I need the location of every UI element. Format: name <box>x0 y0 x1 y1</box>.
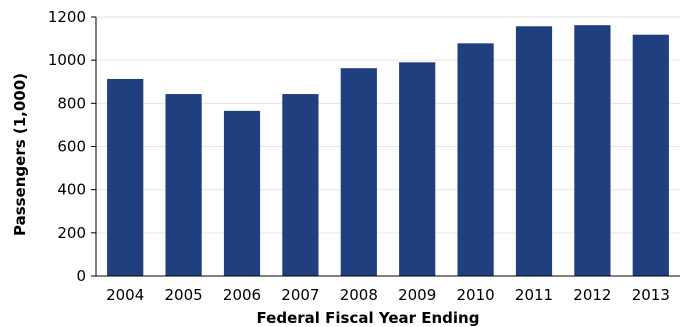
x-tick-label: 2006 <box>223 286 261 304</box>
y-tick-label: 1000 <box>48 51 86 69</box>
x-tick-label: 2005 <box>165 286 203 304</box>
bar-2011 <box>515 26 553 276</box>
x-tick-label: 2013 <box>632 286 670 304</box>
bar-2006 <box>223 110 261 276</box>
x-tick-label: 2012 <box>573 286 611 304</box>
y-tick-label: 400 <box>57 181 86 199</box>
x-tick-label: 2009 <box>398 286 436 304</box>
bar-2005 <box>165 94 202 277</box>
x-tick-label: 2010 <box>457 286 495 304</box>
x-tick-label: 2007 <box>281 286 319 304</box>
bar-2012 <box>574 25 611 277</box>
axes <box>91 16 680 277</box>
y-tick-label: 600 <box>57 138 86 156</box>
bar-2007 <box>282 94 319 277</box>
y-tick-labels: 0 200 400 600 800 1000 1200 <box>48 8 86 285</box>
bar-2009 <box>399 62 436 277</box>
y-tick-label: 1200 <box>48 8 86 26</box>
y-axis-title: Passengers (1,000) <box>11 73 29 236</box>
x-tick-label: 2011 <box>515 286 553 304</box>
y-tick-label: 800 <box>57 94 86 112</box>
x-axis-title: Federal Fiscal Year Ending <box>257 309 480 327</box>
x-tick-labels: 2004 2005 2006 2007 2008 2009 2010 2011 2012 2013 <box>106 286 670 304</box>
x-tick-label: 2008 <box>340 286 378 304</box>
bar-2004 <box>107 78 144 276</box>
bar-2013 <box>632 34 669 276</box>
bar-2008 <box>340 68 377 276</box>
y-tick-label: 0 <box>76 267 86 285</box>
y-tick-label: 200 <box>57 224 86 242</box>
bar-2010 <box>457 43 494 276</box>
x-tick-label: 2004 <box>106 286 144 304</box>
bars <box>107 25 669 277</box>
